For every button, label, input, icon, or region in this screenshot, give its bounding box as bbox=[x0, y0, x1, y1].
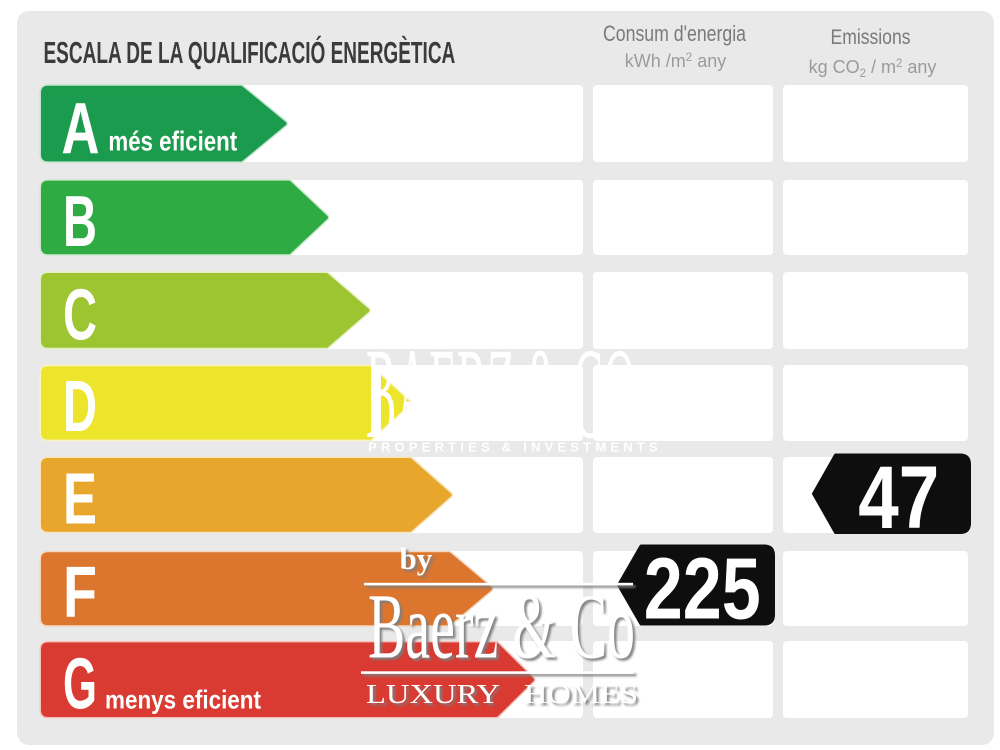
svg-text:B: B bbox=[63, 182, 97, 262]
svg-text:A: A bbox=[62, 89, 100, 169]
svg-text:225: 225 bbox=[644, 541, 761, 638]
svg-text:47: 47 bbox=[858, 447, 939, 547]
svg-text:by: by bbox=[400, 541, 433, 576]
svg-text:més eficient: més eficient bbox=[108, 126, 237, 157]
svg-text:kWh /m2 any: kWh /m2 any bbox=[625, 51, 726, 71]
svg-text:F: F bbox=[63, 553, 97, 633]
svg-text:ESCALA DE LA QUALIFICACIÓ ENER: ESCALA DE LA QUALIFICACIÓ ENERGÈTICA bbox=[44, 34, 456, 70]
svg-text:Emissions: Emissions bbox=[831, 26, 911, 49]
svg-text:Baerz & Co: Baerz & Co bbox=[368, 576, 635, 679]
svg-text:G: G bbox=[63, 645, 97, 725]
svg-text:PROPERTIES & INVESTMENTS: PROPERTIES & INVESTMENTS bbox=[368, 439, 662, 454]
svg-text:BAERZ & CO: BAERZ & CO bbox=[366, 322, 636, 466]
svg-text:kg CO2 / m2 any: kg CO2 / m2 any bbox=[809, 57, 937, 80]
svg-text:Consum d'energia: Consum d'energia bbox=[603, 21, 746, 46]
svg-text:D: D bbox=[63, 367, 97, 447]
svg-text:LUXURY HOMES: LUXURY HOMES bbox=[366, 679, 638, 709]
svg-text:C: C bbox=[63, 275, 97, 355]
svg-text:E: E bbox=[63, 459, 97, 539]
svg-text:menys eficient: menys eficient bbox=[105, 685, 261, 715]
